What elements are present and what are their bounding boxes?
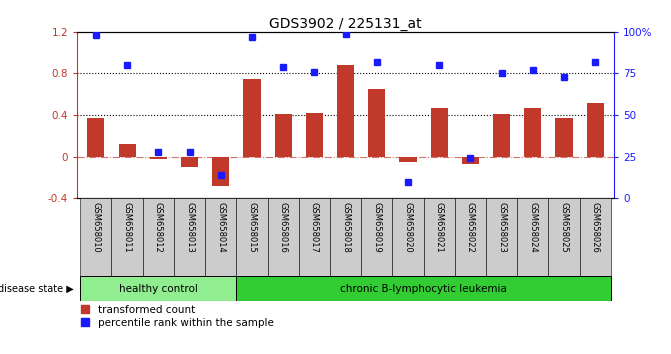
Text: GSM658016: GSM658016: [278, 202, 288, 253]
Bar: [423, 198, 455, 276]
Bar: [236, 198, 268, 276]
Bar: [493, 114, 510, 156]
Bar: [462, 156, 479, 164]
Text: GSM658012: GSM658012: [154, 202, 163, 253]
Bar: [455, 198, 486, 276]
Bar: [337, 65, 354, 156]
Text: GSM658013: GSM658013: [185, 202, 194, 253]
Text: healthy control: healthy control: [119, 284, 198, 293]
Bar: [174, 198, 205, 276]
Bar: [393, 198, 423, 276]
Text: GSM658024: GSM658024: [528, 202, 537, 253]
Bar: [299, 198, 330, 276]
Text: GSM658019: GSM658019: [372, 202, 381, 253]
Bar: [268, 198, 299, 276]
Bar: [143, 198, 174, 276]
Bar: [181, 156, 198, 167]
Bar: [119, 144, 136, 156]
Bar: [548, 198, 580, 276]
Bar: [205, 198, 236, 276]
Bar: [586, 103, 604, 156]
Bar: [244, 79, 260, 156]
Text: GSM658011: GSM658011: [123, 202, 132, 253]
Legend: transformed count, percentile rank within the sample: transformed count, percentile rank withi…: [77, 301, 278, 332]
Bar: [517, 198, 548, 276]
Title: GDS3902 / 225131_at: GDS3902 / 225131_at: [269, 17, 422, 31]
Bar: [368, 89, 385, 156]
Text: chronic B-lymphocytic leukemia: chronic B-lymphocytic leukemia: [340, 284, 507, 293]
Text: GSM658017: GSM658017: [310, 202, 319, 253]
Bar: [330, 198, 361, 276]
Text: GSM658015: GSM658015: [248, 202, 256, 253]
Text: GSM658025: GSM658025: [560, 202, 568, 253]
Text: GSM658023: GSM658023: [497, 202, 506, 253]
Bar: [212, 156, 229, 186]
Bar: [87, 118, 105, 156]
Bar: [399, 156, 417, 162]
Text: disease state ▶: disease state ▶: [0, 284, 74, 293]
Bar: [150, 156, 167, 159]
Text: GSM658021: GSM658021: [435, 202, 444, 253]
Text: GSM658018: GSM658018: [341, 202, 350, 253]
Text: GSM658020: GSM658020: [403, 202, 413, 253]
Text: GSM658022: GSM658022: [466, 202, 475, 253]
Text: GSM658010: GSM658010: [91, 202, 101, 253]
Text: GSM658014: GSM658014: [216, 202, 225, 253]
Bar: [81, 198, 111, 276]
Bar: [431, 108, 448, 156]
Bar: [236, 276, 611, 301]
Bar: [111, 198, 143, 276]
Bar: [274, 114, 292, 156]
Bar: [556, 118, 572, 156]
Bar: [580, 198, 611, 276]
Text: GSM658026: GSM658026: [590, 202, 600, 253]
Bar: [524, 108, 541, 156]
Bar: [486, 198, 517, 276]
Bar: [361, 198, 393, 276]
Bar: [81, 276, 236, 301]
Bar: [306, 113, 323, 156]
